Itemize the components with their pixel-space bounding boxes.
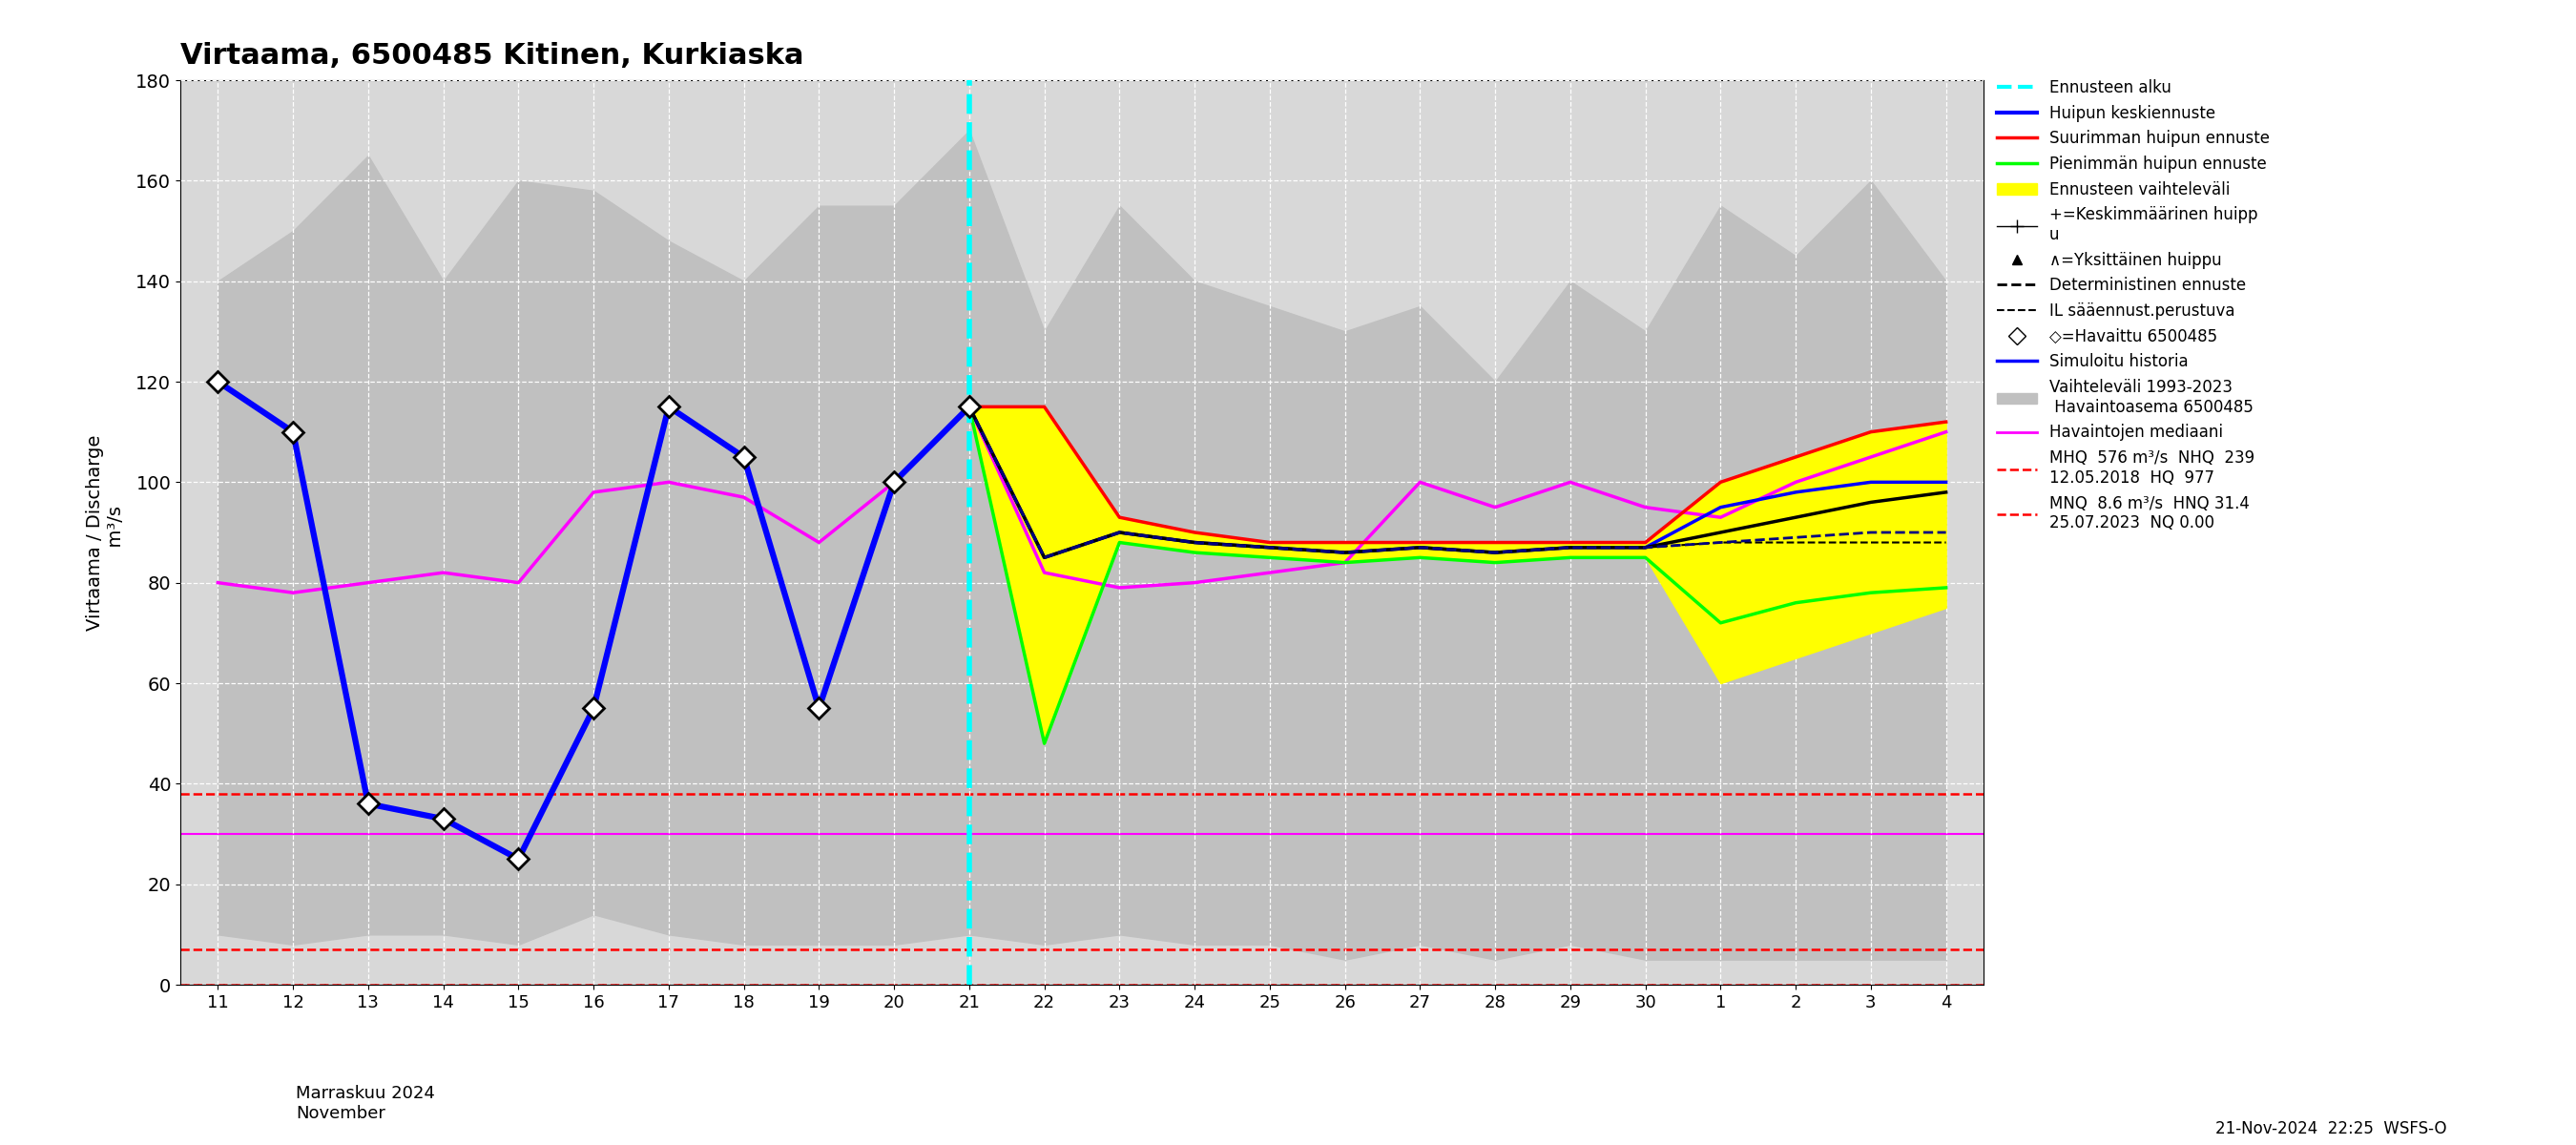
Text: Marraskuu 2024
November: Marraskuu 2024 November xyxy=(296,1085,435,1122)
Text: Virtaama, 6500485 Kitinen, Kurkiaska: Virtaama, 6500485 Kitinen, Kurkiaska xyxy=(180,42,804,70)
Y-axis label: Virtaama / Discharge
  m³/s: Virtaama / Discharge m³/s xyxy=(85,434,126,631)
Legend: Ennusteen alku, Huipun keskiennuste, Suurimman huipun ennuste, Pienimmän huipun : Ennusteen alku, Huipun keskiennuste, Suu… xyxy=(1996,79,2269,531)
Text: 21-Nov-2024  22:25  WSFS-O: 21-Nov-2024 22:25 WSFS-O xyxy=(2215,1120,2447,1137)
